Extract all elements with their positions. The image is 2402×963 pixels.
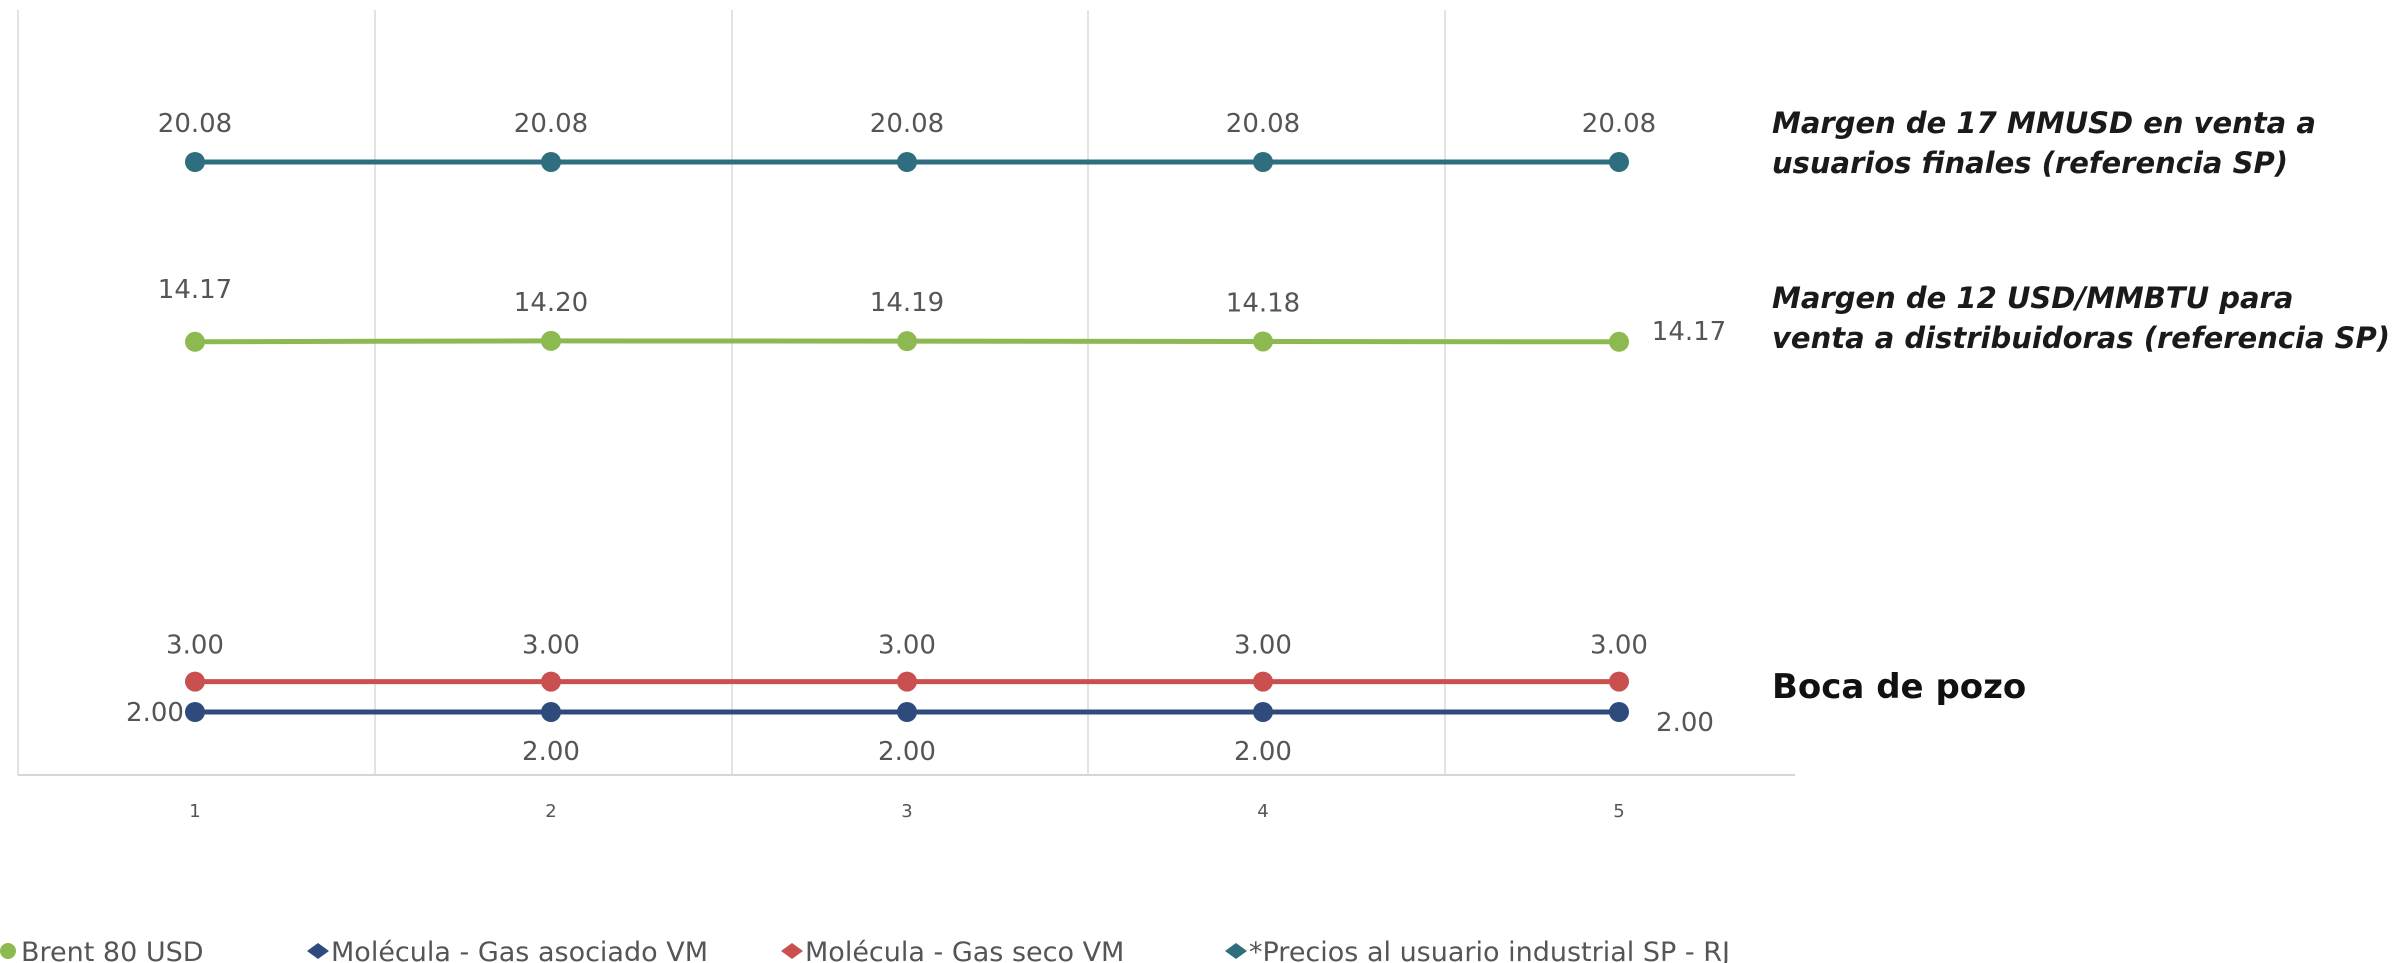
- x-tick-label-1: 1: [189, 801, 200, 822]
- series-1-point-2: [541, 330, 561, 351]
- x-tick-label-3: 3: [901, 801, 912, 822]
- series-2-point-5: [1609, 702, 1629, 722]
- series-1-label-1: 14.17: [158, 275, 232, 305]
- series-2-point-3: [897, 702, 917, 722]
- x-tick-label-5: 5: [1613, 801, 1624, 822]
- x-tick-label-4: 4: [1257, 801, 1268, 822]
- legend: Brent 80 USD Molécula - Gas asociado VM Mo…: [0, 937, 1730, 963]
- series-1-label-3: 14.19: [870, 288, 944, 318]
- series-1-point-5: [1609, 331, 1629, 352]
- series-4-label-2: 20.08: [514, 109, 588, 139]
- series-2-label-5: 2.00: [1656, 708, 1714, 738]
- x-tick-labels: 1 2 3 4 5: [189, 801, 1624, 822]
- series-3-point-2: [541, 671, 561, 692]
- grid-lines: [17, 10, 1446, 775]
- series-3-point-5: [1609, 671, 1629, 692]
- series-4-point-1: [185, 152, 205, 172]
- series-3-point-1: [185, 671, 205, 692]
- series-1-label-2: 14.20: [514, 288, 588, 318]
- series-1-point-3: [897, 331, 917, 352]
- series-3-label-4: 3.00: [1234, 631, 1292, 661]
- series-2-label-1: 2.00: [126, 698, 184, 728]
- legend-label-2: Molécula - Gas asociado VM: [331, 937, 708, 963]
- legend-label-1: Brent 80 USD: [21, 937, 204, 963]
- series-3-point-3: [897, 671, 917, 692]
- legend-marker-diamond: [307, 943, 329, 959]
- series-1-label-4: 14.18: [1226, 288, 1300, 318]
- series-4-point-5: [1609, 152, 1629, 172]
- series-2-label-4: 2.00: [1234, 737, 1292, 767]
- data-labels: 14.17 14.20 14.19 14.18 14.17 2.00 2.00 2.00 2.0…: [126, 109, 1726, 767]
- series-lines: [185, 152, 1629, 722]
- series-1-point-1: [185, 331, 205, 352]
- legend-marker-circle: [0, 943, 16, 959]
- legend-item-3[interactable]: Molécula - Gas seco VM: [781, 937, 1124, 963]
- legend-label-4: *Precios al usuario industrial SP - RJ: [1249, 937, 1730, 963]
- series-4-label-5: 20.08: [1582, 109, 1656, 139]
- series-3-label-1: 3.00: [166, 631, 224, 661]
- series-1-point-4: [1253, 331, 1273, 352]
- series-4-label-1: 20.08: [158, 109, 232, 139]
- legend-item-4[interactable]: *Precios al usuario industrial SP - RJ: [1225, 937, 1730, 963]
- legend-marker-diamond: [1225, 943, 1247, 959]
- series-3-label-5: 3.00: [1590, 631, 1648, 661]
- legend-item-1[interactable]: Brent 80 USD: [0, 937, 204, 963]
- x-tick-label-2: 2: [545, 801, 556, 822]
- series-2-point-2: [541, 702, 561, 722]
- series-2-point-1: [185, 702, 205, 722]
- series-1-label-5: 14.17: [1652, 317, 1726, 347]
- legend-label-3: Molécula - Gas seco VM: [805, 937, 1124, 963]
- legend-marker-diamond: [781, 943, 803, 959]
- annotation-industrial-margin: Margen de 17 MMUSD en venta a usuarios f…: [1772, 106, 2316, 180]
- series-4-point-4: [1253, 152, 1273, 172]
- annotation-distributor-margin: Margen de 12 USD/MMBTU para venta a dist…: [1772, 281, 2391, 355]
- series-2-label-2: 2.00: [522, 737, 580, 767]
- series-2-point-4: [1253, 702, 1273, 722]
- series-4-label-4: 20.08: [1226, 109, 1300, 139]
- series-2-label-3: 2.00: [878, 737, 936, 767]
- annotation-wellhead: Boca de pozo: [1772, 667, 2027, 707]
- series-4-point-3: [897, 152, 917, 172]
- series-4-label-3: 20.08: [870, 109, 944, 139]
- series-3-label-2: 3.00: [522, 631, 580, 661]
- series-3-label-3: 3.00: [878, 631, 936, 661]
- series-3-point-4: [1253, 671, 1273, 692]
- series-4-point-2: [541, 152, 561, 172]
- legend-item-2[interactable]: Molécula - Gas asociado VM: [307, 937, 708, 963]
